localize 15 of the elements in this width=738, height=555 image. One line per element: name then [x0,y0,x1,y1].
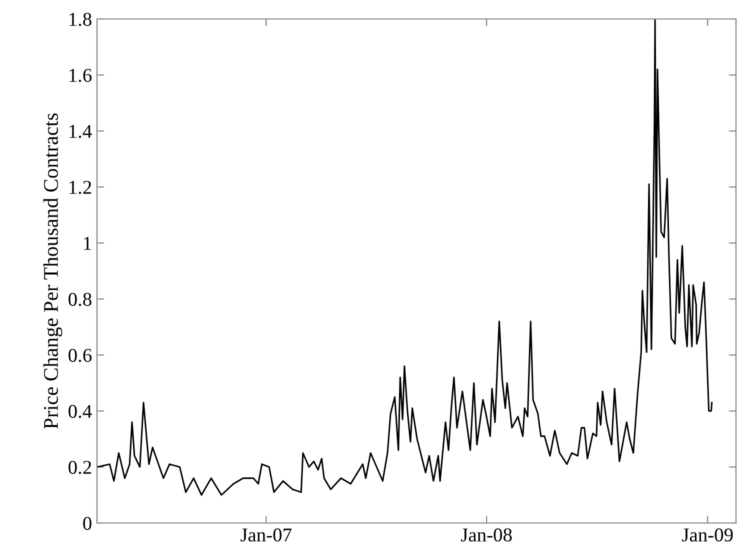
y-tick-label: 0.2 [68,460,92,474]
y-tick-label: 0.4 [68,404,92,418]
y-tick-label: 1.2 [70,180,92,194]
y-tick-label: 0.8 [68,292,92,306]
y-tick-label: 1.4 [70,124,92,138]
x-tick-label: Jan-09 [682,528,733,542]
y-tick-label: 1.8 [70,12,92,26]
x-tick-label: Jan-08 [461,528,512,542]
y-axis-title: Price Change Per Thousand Contracts [43,113,62,429]
x-tick-label: Jan-07 [240,528,292,542]
y-tick-label: 0.6 [68,348,92,362]
y-tick-label: 1 [84,236,91,250]
y-tick-label: 0 [83,516,92,530]
line-series [97,19,713,496]
y-tick-label: 1.6 [70,68,92,82]
